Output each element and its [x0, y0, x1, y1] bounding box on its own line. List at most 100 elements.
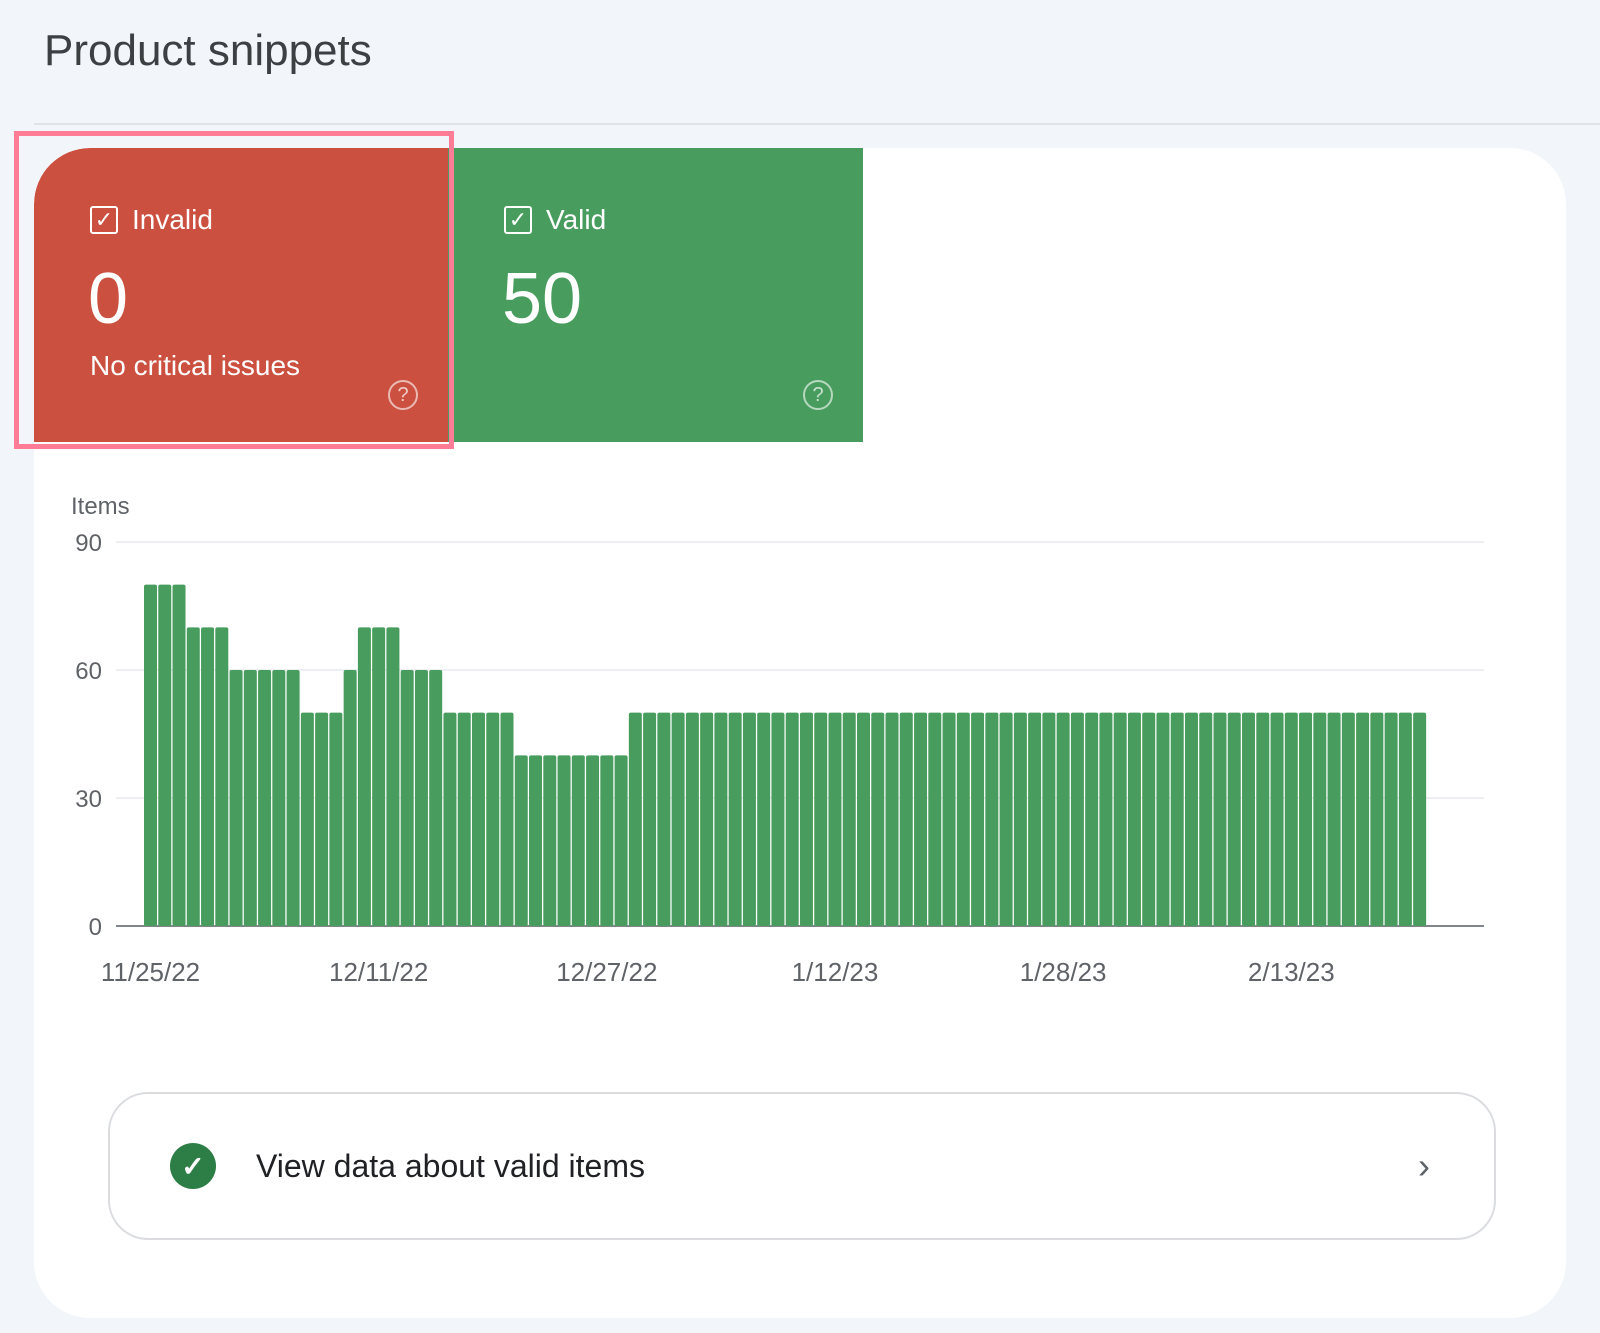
bar[interactable] — [1413, 712, 1427, 926]
bar[interactable] — [443, 712, 457, 926]
bar[interactable] — [1056, 712, 1070, 926]
bar[interactable] — [1341, 712, 1355, 926]
bar[interactable] — [1227, 712, 1241, 926]
bar[interactable] — [300, 712, 314, 926]
bar[interactable] — [757, 712, 771, 926]
bar[interactable] — [814, 712, 828, 926]
help-icon[interactable]: ? — [388, 380, 418, 410]
bar[interactable] — [243, 670, 257, 926]
bar[interactable] — [357, 627, 371, 926]
bar[interactable] — [614, 755, 628, 926]
bar[interactable] — [529, 755, 543, 926]
bar[interactable] — [1070, 712, 1084, 926]
bar[interactable] — [1170, 712, 1184, 926]
bar[interactable] — [272, 670, 286, 926]
bar[interactable] — [956, 712, 970, 926]
x-tick-label: 1/28/23 — [1020, 957, 1107, 987]
bar[interactable] — [1028, 712, 1042, 926]
bar[interactable] — [1242, 712, 1256, 926]
bar[interactable] — [500, 712, 514, 926]
bar[interactable] — [828, 712, 842, 926]
checkbox-checked-icon[interactable]: ✓ — [90, 206, 118, 234]
bar[interactable] — [158, 584, 172, 926]
bar[interactable] — [1313, 712, 1327, 926]
bar[interactable] — [899, 712, 913, 926]
bar[interactable] — [329, 712, 343, 926]
bar[interactable] — [728, 712, 742, 926]
bar[interactable] — [1142, 712, 1156, 926]
bar[interactable] — [657, 712, 671, 926]
bar[interactable] — [258, 670, 272, 926]
help-icon[interactable]: ? — [803, 380, 833, 410]
bar[interactable] — [871, 712, 885, 926]
bar[interactable] — [1213, 712, 1227, 926]
bar[interactable] — [1384, 712, 1398, 926]
valid-tile[interactable]: ✓ Valid 50 ? — [448, 148, 863, 442]
bar[interactable] — [1113, 712, 1127, 926]
bar[interactable] — [799, 712, 813, 926]
bar[interactable] — [1013, 712, 1027, 926]
bar[interactable] — [386, 627, 400, 926]
bar[interactable] — [942, 712, 956, 926]
bar[interactable] — [914, 712, 928, 926]
bar[interactable] — [286, 670, 300, 926]
bar[interactable] — [742, 712, 756, 926]
bar[interactable] — [1184, 712, 1198, 926]
bar[interactable] — [1085, 712, 1099, 926]
view-valid-items-link[interactable]: ✓ View data about valid items › — [108, 1092, 1496, 1240]
bar[interactable] — [586, 755, 600, 926]
bar[interactable] — [700, 712, 714, 926]
bar[interactable] — [571, 755, 585, 926]
bar[interactable] — [400, 670, 414, 926]
bar[interactable] — [885, 712, 899, 926]
bar[interactable] — [1256, 712, 1270, 926]
valid-count: 50 — [502, 259, 583, 339]
bar[interactable] — [201, 627, 215, 926]
bar[interactable] — [514, 755, 528, 926]
invalid-tile[interactable]: ✓ Invalid 0 No critical issues ? — [34, 148, 448, 442]
bar[interactable] — [1270, 712, 1284, 926]
bar[interactable] — [1356, 712, 1370, 926]
bar[interactable] — [785, 712, 799, 926]
bar[interactable] — [685, 712, 699, 926]
bar[interactable] — [643, 712, 657, 926]
bar[interactable] — [857, 712, 870, 926]
bar[interactable] — [315, 712, 329, 926]
bar[interactable] — [172, 584, 186, 926]
bar[interactable] — [343, 670, 357, 926]
bar[interactable] — [471, 712, 485, 926]
bar[interactable] — [557, 755, 571, 926]
bar[interactable] — [671, 712, 685, 926]
bar[interactable] — [1042, 712, 1056, 926]
bar[interactable] — [999, 712, 1013, 926]
bar[interactable] — [1199, 712, 1213, 926]
bar[interactable] — [771, 712, 785, 926]
bar[interactable] — [600, 755, 614, 926]
bar[interactable] — [429, 670, 443, 926]
bar[interactable] — [628, 712, 642, 926]
bar[interactable] — [229, 670, 243, 926]
bar[interactable] — [971, 712, 985, 926]
checkbox-checked-icon[interactable]: ✓ — [504, 206, 532, 234]
bar[interactable] — [1370, 712, 1384, 926]
bar[interactable] — [1284, 712, 1298, 926]
bar[interactable] — [215, 627, 229, 926]
bar[interactable] — [1127, 712, 1141, 926]
check-circle-icon: ✓ — [170, 1143, 216, 1189]
bar[interactable] — [842, 712, 856, 926]
bar[interactable] — [457, 712, 471, 926]
bar[interactable] — [186, 627, 200, 926]
bar[interactable] — [1327, 712, 1341, 926]
bar[interactable] — [372, 627, 386, 926]
bar[interactable] — [144, 584, 157, 926]
bar[interactable] — [928, 712, 942, 926]
bar[interactable] — [714, 712, 728, 926]
bar[interactable] — [1156, 712, 1170, 926]
bar[interactable] — [1398, 712, 1412, 926]
bar[interactable] — [486, 712, 500, 926]
bar[interactable] — [543, 755, 557, 926]
bar[interactable] — [1299, 712, 1313, 926]
bar[interactable] — [1099, 712, 1113, 926]
bar[interactable] — [985, 712, 999, 926]
bar[interactable] — [414, 670, 428, 926]
